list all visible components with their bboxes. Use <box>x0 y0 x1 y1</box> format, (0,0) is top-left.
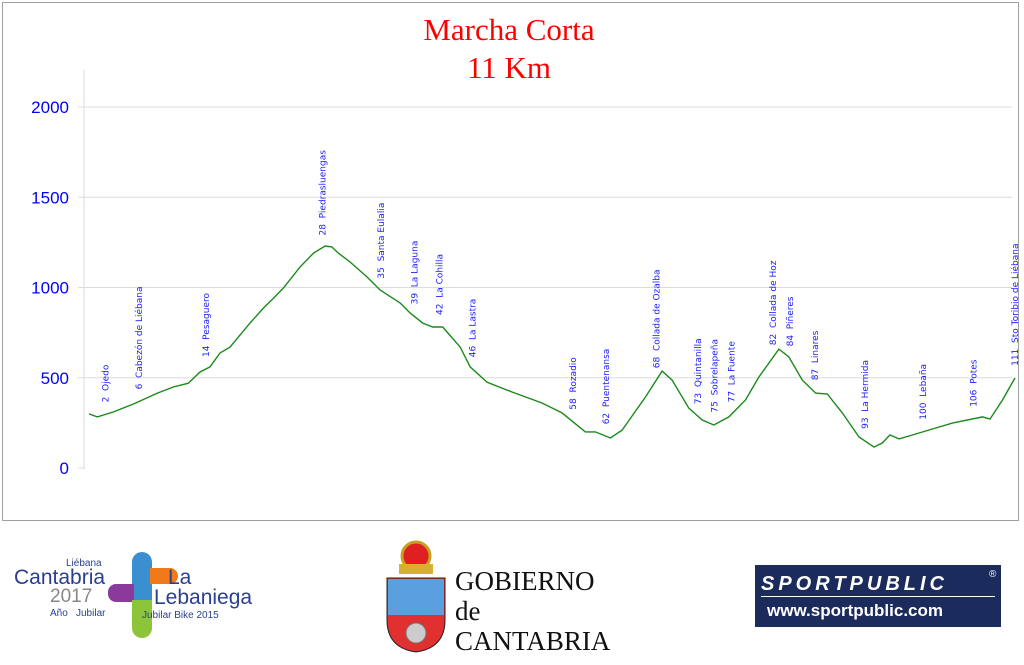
logo-text: Liébana <box>66 558 102 569</box>
logo-text: Año <box>50 608 68 619</box>
coat-of-arms-icon <box>386 540 446 653</box>
logo-text: Cantabria <box>14 566 106 589</box>
waypoint-label: 77 La Fuente <box>727 341 737 403</box>
sportpublic-logo: SPORTPUBLIC ® www.sportpublic.com <box>755 565 1001 627</box>
waypoint-label: 93 La Hermida <box>861 360 871 429</box>
y-tick-label: 500 <box>41 369 69 388</box>
waypoint-label: 46 La Lastra <box>469 299 479 358</box>
chart-frame <box>2 2 1019 521</box>
logo-text: Jubilar Bike 2015 <box>142 610 219 621</box>
elevation-chart: Marcha Corta 11 Km 0 500 1000 1500 2000 2 Oj… <box>31 12 1021 478</box>
waypoint-label: 39 La Laguna <box>410 241 420 305</box>
logo-text: SPORTPUBLIC <box>761 573 948 595</box>
logo-text: CANTABRIA <box>455 626 611 656</box>
logo-text: 2017 <box>50 586 93 607</box>
elevation-line <box>88 245 1016 448</box>
lebaniega-logo: Liébana Cantabria 2017 Año Jubilar La Le… <box>14 552 264 642</box>
waypoint-label: 68 Collada de Ozalba <box>652 269 662 368</box>
gobierno-cantabria-logo: GOBIERNO de CANTABRIA <box>385 538 625 658</box>
waypoint-label: 28 Piedrasluengas <box>319 150 329 236</box>
logo-text: GOBIERNO <box>455 566 595 596</box>
waypoint-label: 14 Pesaguero <box>202 293 212 357</box>
waypoint-label: 75 Sobrelapeña <box>711 339 721 413</box>
logo-text: La <box>168 566 192 589</box>
waypoint-label: 42 La Cohilla <box>435 254 445 315</box>
y-tick-label: 1500 <box>31 188 69 207</box>
chart-title: Marcha Corta <box>423 12 595 47</box>
waypoint-label: 106 Potes <box>969 359 979 407</box>
waypoint-label: 62 Puentenansa <box>602 349 612 425</box>
waypoint-label: 84 Piñeres <box>786 296 796 346</box>
waypoint-label: 58 Rozadio <box>569 357 579 410</box>
logo-text: Lebaniega <box>154 586 253 609</box>
y-tick-label: 1000 <box>31 279 69 298</box>
chart-subtitle: 11 Km <box>467 50 551 85</box>
sponsor-logos: Liébana Cantabria 2017 Año Jubilar La Le… <box>0 530 1024 665</box>
logo-text: de <box>455 596 481 626</box>
waypoint-label: 100 Lebaña <box>919 364 929 420</box>
y-tick-label: 2000 <box>31 98 69 117</box>
waypoint-label: 111 Sto Toribio de Liébana <box>1010 244 1021 366</box>
waypoint-label: 6 Cabezón de Liébana <box>134 286 145 389</box>
waypoint-label: 73 Quintanilla <box>694 338 704 404</box>
logo-url: www.sportpublic.com <box>767 601 943 620</box>
logo-text: ® <box>989 569 997 580</box>
logo-text: Jubilar <box>76 608 106 619</box>
y-tick-label: 0 <box>60 459 69 478</box>
waypoint-label: 35 Santa Eulalia <box>377 203 387 279</box>
waypoint-label: 87 Linares <box>811 330 821 380</box>
waypoint-label: 2 Ojedo <box>102 364 112 402</box>
waypoint-label: 82 Collada de Hoz <box>769 260 779 345</box>
